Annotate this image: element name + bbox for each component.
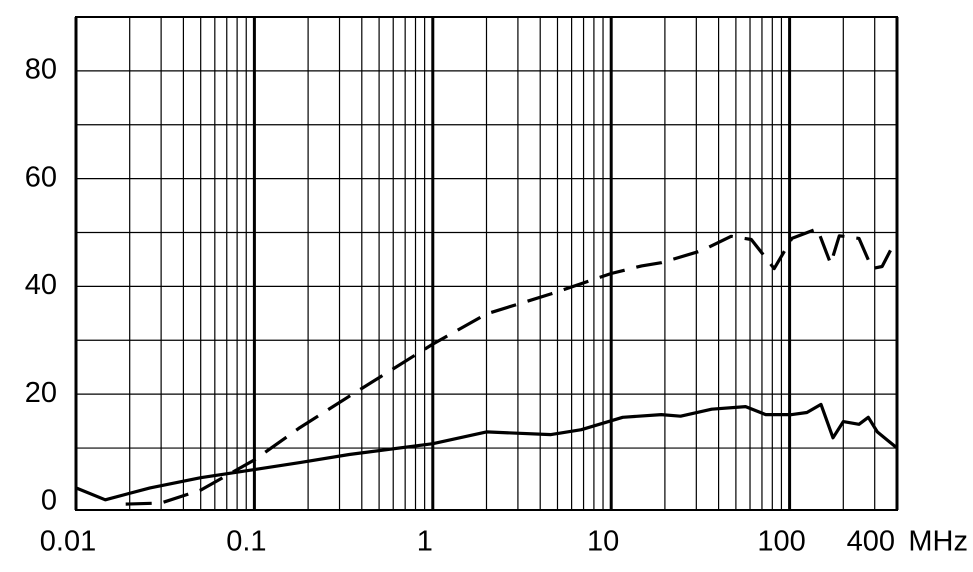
x-axis-label: MHz	[908, 526, 968, 558]
x-tick-label: 0.01	[40, 526, 96, 558]
y-tick-label: 40	[25, 269, 57, 301]
solid-line	[75, 402, 899, 502]
x-tick-label: 400	[847, 526, 895, 558]
x-tick-label: 0.1	[226, 526, 266, 558]
x-tick-label: 1	[417, 526, 433, 558]
y-tick-label: 20	[25, 377, 57, 409]
y-tick-label: 60	[25, 161, 57, 193]
x-tick-label: 10	[587, 526, 619, 558]
dashed-line	[125, 227, 895, 506]
y-tick-label: 0	[41, 485, 57, 517]
y-tick-label: 80	[25, 54, 57, 86]
x-tick-label: 100	[757, 526, 805, 558]
